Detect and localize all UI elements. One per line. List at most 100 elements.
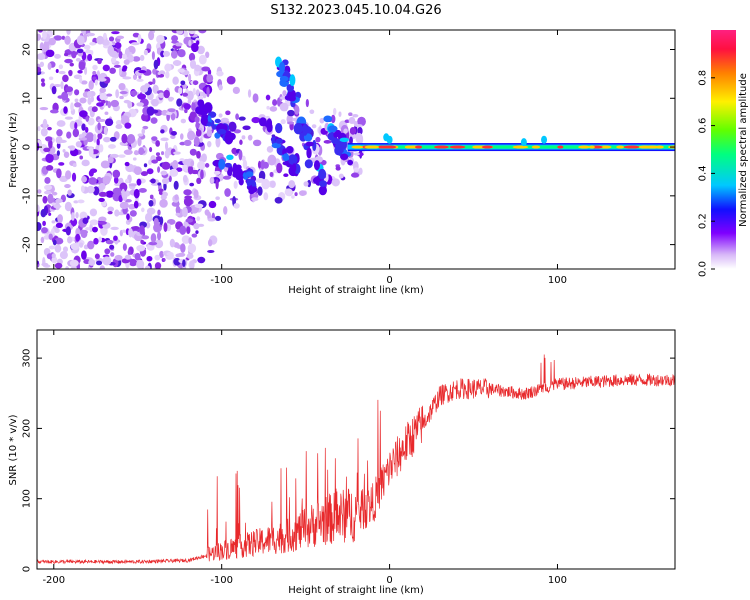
transition-blob — [215, 136, 221, 148]
noise-blob — [118, 154, 126, 158]
snr-x-tick-label-1: -100 — [210, 575, 233, 586]
noise-blob — [72, 128, 80, 138]
noise-blob — [75, 141, 82, 148]
streak-blob — [266, 118, 273, 129]
noise-blob — [118, 51, 123, 59]
streak-blob — [289, 74, 296, 87]
noise-blob — [140, 85, 149, 93]
spectrogram-x-label: Height of straight line (km) — [288, 285, 424, 296]
noise-blob — [48, 233, 53, 241]
transition-blob — [269, 106, 278, 112]
noise-blob — [52, 239, 57, 246]
noise-blob — [110, 99, 120, 108]
noise-blob — [76, 35, 85, 46]
noise-blob — [89, 110, 95, 118]
noise-blob — [98, 182, 106, 191]
transition-blob — [263, 192, 269, 201]
carrier-bump — [520, 138, 527, 147]
noise-blob — [150, 109, 159, 114]
noise-blob — [109, 67, 116, 74]
noise-blob — [144, 212, 153, 223]
noise-blob — [92, 226, 98, 233]
transition-blob — [315, 136, 321, 143]
streak-blob — [199, 102, 206, 114]
noise-blob — [188, 39, 192, 47]
noise-blob — [132, 157, 137, 161]
noise-blob — [79, 76, 83, 84]
snr-x-label: Height of straight line (km) — [288, 585, 424, 596]
streak-blob — [217, 128, 227, 135]
noise-blob — [167, 108, 176, 113]
noise-blob — [94, 79, 98, 86]
noise-blob — [136, 244, 146, 252]
noise-blob — [45, 164, 54, 171]
transition-blob — [266, 105, 270, 110]
noise-blob — [195, 230, 199, 234]
noise-blob — [72, 163, 77, 168]
transition-blob — [204, 163, 210, 168]
noise-blob — [118, 194, 123, 203]
noise-blob — [77, 69, 83, 74]
transition-blob — [358, 167, 363, 175]
noise-blob — [114, 209, 120, 217]
streak-blob — [245, 171, 254, 178]
noise-blob — [64, 201, 72, 212]
transition-blob — [311, 124, 317, 129]
noise-blob — [96, 138, 100, 147]
transition-blob — [349, 136, 353, 145]
noise-blob — [149, 146, 153, 153]
noise-blob — [161, 161, 171, 170]
noise-blob — [64, 184, 71, 189]
noise-blob — [160, 195, 167, 200]
noise-blob — [139, 225, 145, 235]
noise-blob — [110, 226, 119, 231]
noise-blob — [107, 45, 115, 56]
noise-blob — [51, 191, 58, 196]
noise-blob — [79, 242, 84, 248]
noise-blob — [53, 204, 62, 209]
transition-blob — [352, 114, 359, 118]
noise-blob — [107, 206, 115, 212]
noise-blob — [48, 139, 53, 149]
transition-blob — [335, 166, 341, 171]
transition-blob — [180, 80, 186, 86]
noise-blob — [56, 120, 66, 127]
noise-blob — [182, 259, 186, 268]
noise-blob — [94, 253, 100, 260]
noise-blob — [54, 53, 61, 59]
noise-blob — [97, 122, 101, 131]
noise-blob — [85, 132, 95, 143]
noise-blob — [41, 81, 46, 87]
transition-blob — [179, 225, 187, 235]
noise-blob — [51, 253, 56, 259]
noise-blob — [84, 126, 89, 133]
noise-blob — [47, 193, 54, 204]
noise-blob — [121, 229, 126, 233]
noise-blob — [176, 30, 184, 35]
transition-blob — [202, 87, 208, 93]
noise-blob — [65, 170, 72, 180]
streak-blob — [304, 159, 313, 169]
noise-blob — [96, 35, 104, 45]
noise-blob — [114, 254, 123, 261]
transition-blob — [238, 149, 243, 161]
streak-blob — [306, 147, 312, 159]
noise-blob — [56, 129, 63, 137]
noise-blob — [141, 207, 145, 213]
transition-blob — [292, 117, 298, 122]
noise-blob — [170, 130, 177, 136]
noise-blob — [128, 203, 136, 210]
noise-blob — [170, 113, 176, 121]
noise-blob — [64, 58, 73, 64]
noise-blob — [172, 76, 179, 85]
noise-blob — [115, 124, 123, 130]
noise-blob — [37, 189, 42, 194]
noise-blob — [48, 212, 52, 216]
noise-blob — [40, 209, 47, 218]
noise-blob — [158, 188, 164, 193]
noise-blob — [110, 57, 117, 64]
spectrogram-y-tick-label-4: 20 — [22, 43, 33, 56]
noise-blob — [70, 102, 74, 111]
carrier-hot — [644, 145, 660, 149]
